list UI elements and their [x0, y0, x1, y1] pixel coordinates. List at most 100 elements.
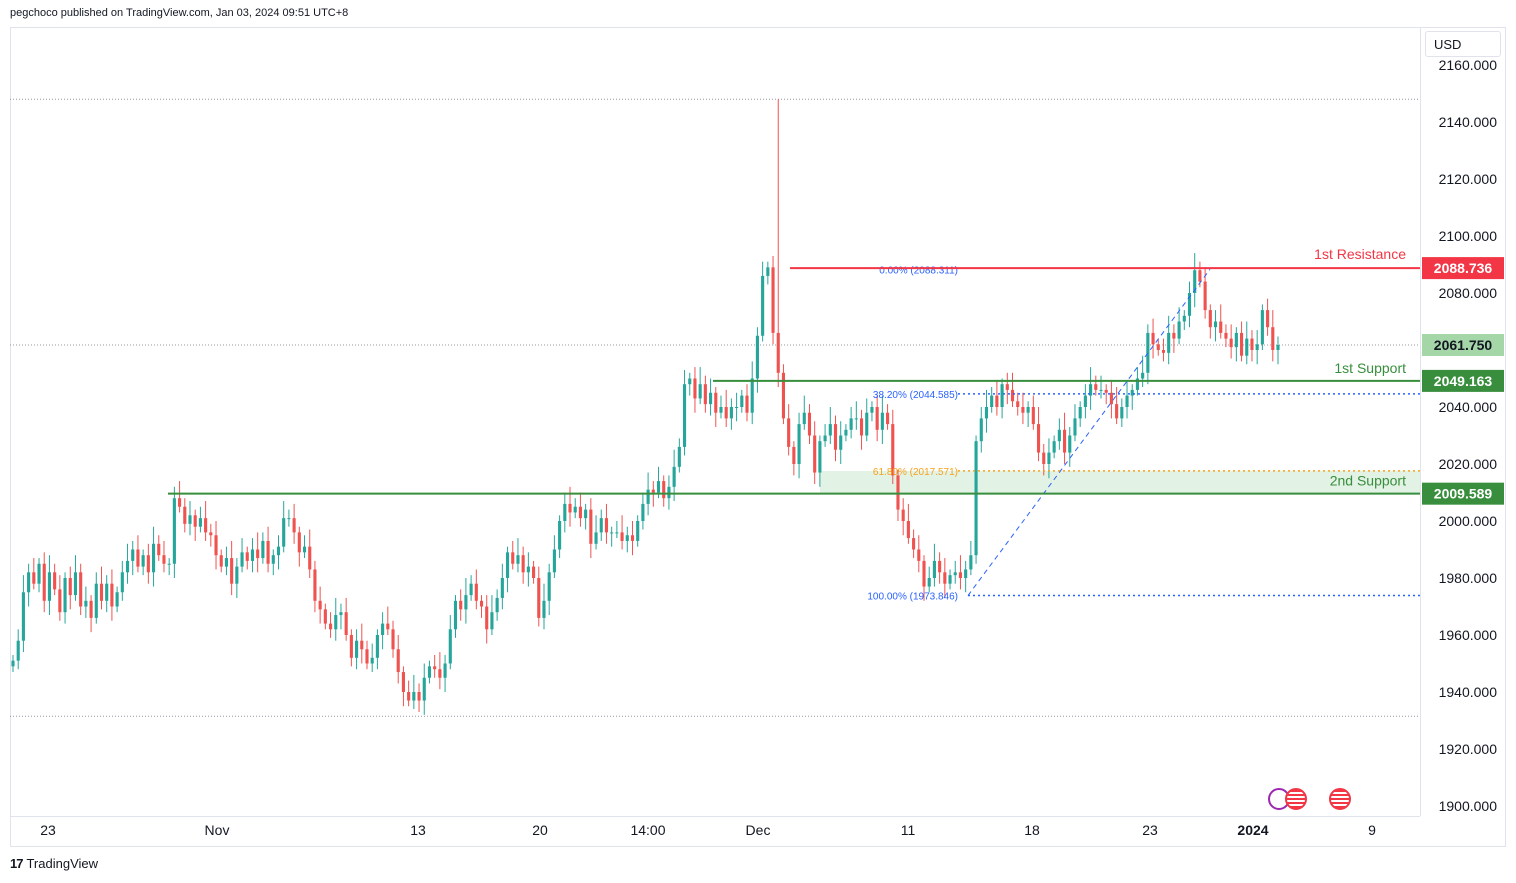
candle-body [443, 663, 447, 678]
candle-body [953, 572, 957, 576]
fib-level-label: 38.20% (2044.585) [873, 390, 958, 401]
candle-body [589, 509, 593, 544]
candle-body [68, 578, 72, 596]
price-axis[interactable]: 2088.736 2049.163 2009.589 2061.750 2160.000… [1420, 27, 1507, 816]
candle-body [94, 583, 98, 618]
candle-body [105, 583, 109, 601]
candle-body [433, 666, 437, 670]
candle-body [47, 572, 52, 601]
plot-area[interactable]: 0.00% (2088.311) 38.20% (2044.585) 61.80% … [10, 27, 1420, 816]
candle-body [1104, 389, 1108, 393]
currency-selector[interactable]: USD [1425, 31, 1501, 57]
candle-body [1047, 452, 1051, 464]
candle-body [833, 424, 838, 450]
fib-level-label: 100.00% (1973.846) [867, 592, 958, 603]
candle-body [360, 640, 364, 650]
candle-body [198, 518, 202, 527]
candle-body [339, 612, 343, 616]
candle-body [313, 569, 317, 601]
candle-body [859, 418, 864, 436]
candle-body [474, 583, 478, 601]
candle-body [1239, 332, 1244, 356]
candle-body [682, 384, 687, 447]
candle-body [391, 629, 395, 650]
candle-body [948, 575, 952, 584]
candle-body [1115, 404, 1119, 419]
level-name: 1st Resistance [1314, 246, 1406, 262]
candle-body [63, 578, 67, 613]
candle-body [1250, 338, 1254, 350]
price-tick-label: 2120.000 [1439, 171, 1498, 187]
candle-body [1010, 389, 1015, 402]
candle-body [245, 552, 249, 561]
candle-body [1208, 310, 1212, 328]
candle-body [27, 572, 31, 593]
candle-body [141, 555, 145, 567]
candle-body [271, 555, 275, 564]
level-name: 2nd Support [1330, 473, 1406, 489]
candle-body [1177, 321, 1181, 339]
candle-body [823, 435, 827, 442]
candle-body [781, 372, 786, 419]
candle-body [766, 267, 770, 276]
candle-body [1234, 332, 1238, 348]
candle-body [646, 489, 650, 504]
candle-body [1073, 418, 1077, 436]
candle-body [151, 543, 156, 573]
candle-body [1271, 327, 1275, 350]
candle-body [256, 549, 260, 559]
candle-body [1042, 452, 1046, 464]
price-axis-labels: 2088.736 2049.163 2009.589 2061.750 2160.000… [1422, 57, 1504, 814]
time-tick-label: 11 [901, 822, 916, 838]
candle-body [563, 503, 567, 521]
candle-body [115, 592, 119, 607]
candle-body [250, 549, 255, 561]
us-flag-icon[interactable] [1329, 788, 1351, 810]
candle-body [698, 384, 702, 399]
candle-body [917, 549, 921, 561]
time-tick-label: Dec [746, 822, 771, 838]
candle-body [984, 407, 989, 419]
candle-body [365, 649, 369, 664]
candle-body [667, 486, 671, 499]
candle-body [688, 378, 692, 385]
candle-body [84, 600, 88, 607]
candle-body [677, 446, 681, 467]
candle-body [1156, 344, 1160, 350]
candle-body [636, 521, 640, 541]
candle-body [1068, 435, 1072, 453]
candle-body [1109, 392, 1113, 405]
candle-body [261, 540, 265, 559]
candle-body [703, 384, 707, 405]
candle-body [537, 578, 541, 618]
footer: 17 TradingView [10, 856, 98, 871]
candlestick-chart[interactable]: 0.00% (2088.311) 38.20% (2044.585) 61.80% … [10, 27, 1420, 816]
candle-body [1266, 310, 1270, 328]
time-axis[interactable]: 23 Nov 13 20 14:00 Dec 11 18 23 2024 9 [10, 816, 1420, 848]
time-tick-label: Nov [205, 822, 230, 838]
time-tick-label: 13 [410, 822, 426, 838]
candle-body [1213, 321, 1218, 328]
candle-body [818, 441, 822, 473]
us-flag-icon[interactable] [1285, 788, 1307, 810]
price-tick-label: 2000.000 [1439, 513, 1498, 529]
candle-body [136, 549, 140, 567]
candle-body [178, 498, 182, 507]
candle-body [610, 532, 614, 534]
candle-body [750, 378, 754, 413]
candle-body [453, 600, 458, 630]
candle-body [568, 503, 572, 513]
candle-body [1219, 321, 1223, 333]
candle-body [172, 498, 176, 564]
candle-body [1135, 378, 1140, 390]
price-tick-label: 2160.000 [1439, 57, 1498, 73]
candle-body [807, 412, 812, 436]
candle-body [776, 332, 780, 373]
candle-body [146, 555, 150, 573]
candle-body [990, 395, 994, 407]
support-zone [820, 470, 1420, 494]
candle-body [1167, 332, 1171, 353]
candle-body [516, 555, 520, 564]
candle-body [729, 407, 733, 419]
time-tick-label: 18 [1024, 822, 1040, 838]
